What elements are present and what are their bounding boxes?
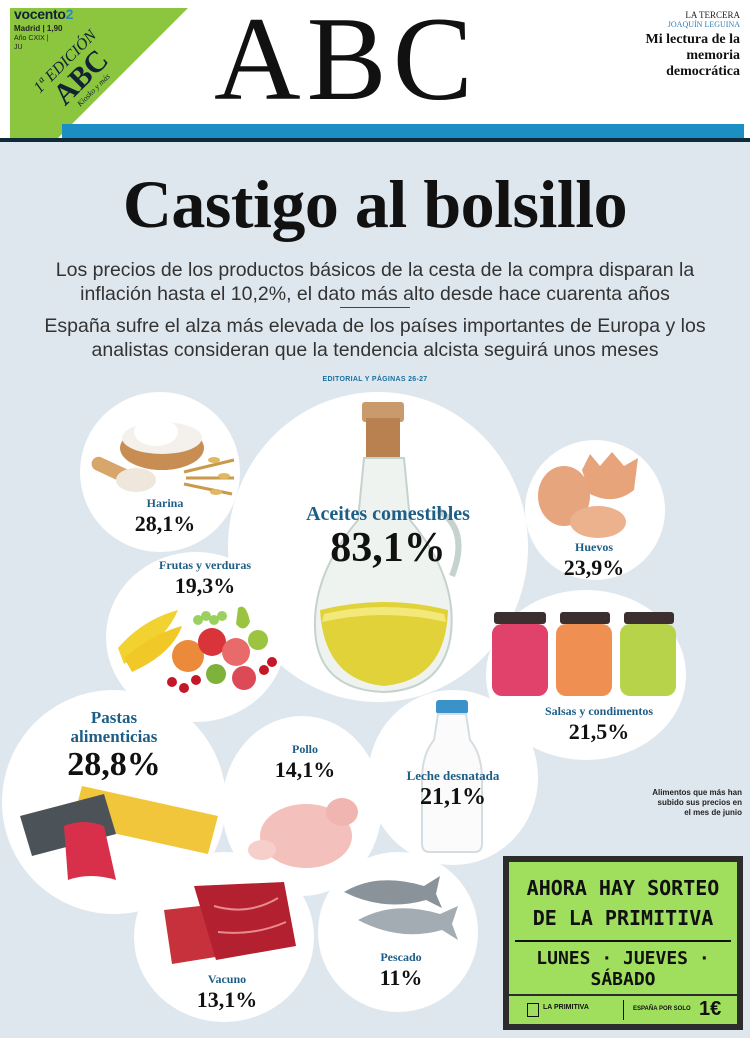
vocento-name: vocento — [14, 6, 66, 22]
chart-note: Alimentos que más han subido sus precios… — [652, 788, 742, 817]
item-pct: 28,1% — [134, 511, 196, 536]
item-name: Aceites comestibles — [306, 503, 470, 525]
meta-year: Año CXIX | — [14, 35, 49, 42]
headline[interactable]: Castigo al bolsillo — [122, 166, 628, 242]
item-leche: Leche desnatada 21,1% — [378, 768, 528, 811]
milk-bottle-icon — [421, 700, 483, 853]
ad-divider — [515, 940, 731, 942]
deck-first: Los precios de los productos básicos de … — [55, 259, 695, 305]
item-salsas: Salsas y condimentos 21,5% — [524, 704, 674, 745]
fruits-icon — [118, 606, 277, 693]
item-name: Salsas y condimentos — [544, 704, 654, 718]
ad-price: 1€ — [699, 998, 722, 1020]
item-name: Harina — [146, 496, 184, 510]
issue-meta: Madrid | 1,90 Año CXIX | JU — [14, 24, 62, 52]
ad-brand: LA PRIMITIVA — [543, 1004, 589, 1011]
meta-date: JU — [14, 44, 23, 51]
item-name: Leche desnatada — [406, 768, 500, 783]
item-name: Frutas y verduras — [159, 558, 251, 572]
vocento-brand: vocento2 — [14, 6, 73, 22]
eggs-icon — [538, 452, 638, 538]
oil-bottle-icon — [313, 402, 462, 694]
item-name: Vacuno — [207, 972, 247, 986]
item-pct: 14,1% — [274, 757, 336, 782]
ad-headline-2: DE LA PRIMITIVA — [532, 906, 714, 930]
item-name: Pescado — [380, 950, 422, 964]
pasta-icon — [20, 786, 218, 880]
deck-divider — [340, 307, 410, 308]
ad-days: LUNES · JUEVES · SÁBADO — [536, 948, 710, 990]
masthead-blue-rule — [62, 124, 744, 138]
sauce-jars-icon — [492, 612, 676, 696]
kicker-title: Mi lectura de la memoria democrática — [645, 32, 740, 79]
fish-icon — [344, 876, 458, 940]
item-name: Pastas alimenticias — [70, 708, 158, 746]
chicken-icon — [248, 798, 358, 868]
lottery-ad[interactable]: AHORA HAY SORTEO DE LA PRIMITIVA LUNES ·… — [503, 856, 743, 1030]
item-vacuno: Vacuno 13,1% — [172, 972, 282, 1013]
ad-footer-divider — [623, 1000, 624, 1020]
item-name: Huevos — [574, 540, 613, 554]
item-pastas: Pastas alimenticias 28,8% — [34, 708, 194, 784]
vocento-mark: 2 — [65, 6, 74, 22]
item-pct: 11% — [379, 965, 423, 990]
top-kicker[interactable]: LA TERCERA JOAQUÍN LEGUINA Mi lectura de… — [630, 10, 740, 80]
item-pescado: Pescado 11% — [346, 950, 456, 991]
masthead: 1ª EDICIÓN ABC Kiosko y más vocento2 Mad… — [0, 0, 750, 186]
item-huevos: Huevos 23,9% — [540, 540, 648, 581]
editorial-reference[interactable]: EDITORIAL Y PÁGINAS 26-27 — [322, 376, 428, 383]
item-frutas: Frutas y verduras 19,3% — [130, 558, 280, 599]
item-pct: 23,9% — [563, 555, 625, 580]
deck-second: España sufre el alza más elevada de los … — [44, 315, 706, 361]
item-pct: 21,5% — [568, 719, 630, 744]
newspaper-logo: ABC — [214, 0, 479, 125]
item-aceites: Aceites comestibles 83,1% — [248, 503, 528, 570]
item-pct: 13,1% — [196, 987, 258, 1012]
ad-panel: AHORA HAY SORTEO DE LA PRIMITIVA LUNES ·… — [509, 862, 737, 994]
kicker-section: LA TERCERA — [685, 10, 740, 20]
item-harina: Harina 28,1% — [110, 496, 220, 537]
ad-footer: LA PRIMITIVA ESPAÑA POR SOLO 1€ — [509, 996, 737, 1024]
item-pct: 19,3% — [174, 573, 236, 598]
meta-city-price: Madrid | 1,90 — [14, 24, 63, 33]
item-pct: 28,8% — [67, 746, 161, 783]
kicker-author: JOAQUÍN LEGUINA — [667, 20, 740, 29]
item-pct: 83,1% — [330, 525, 446, 571]
ad-headline-1: AHORA HAY SORTEO — [526, 876, 720, 900]
item-name: Pollo — [292, 742, 318, 756]
item-pct: 21,1% — [420, 784, 486, 810]
ad-cash-label: ESPAÑA POR SOLO — [633, 1006, 691, 1012]
masthead-dark-rule — [0, 138, 750, 142]
beef-icon — [164, 882, 296, 964]
lottery-logo-icon — [527, 1003, 539, 1017]
item-pollo: Pollo 14,1% — [250, 742, 360, 783]
flour-bowl-icon — [91, 418, 235, 496]
